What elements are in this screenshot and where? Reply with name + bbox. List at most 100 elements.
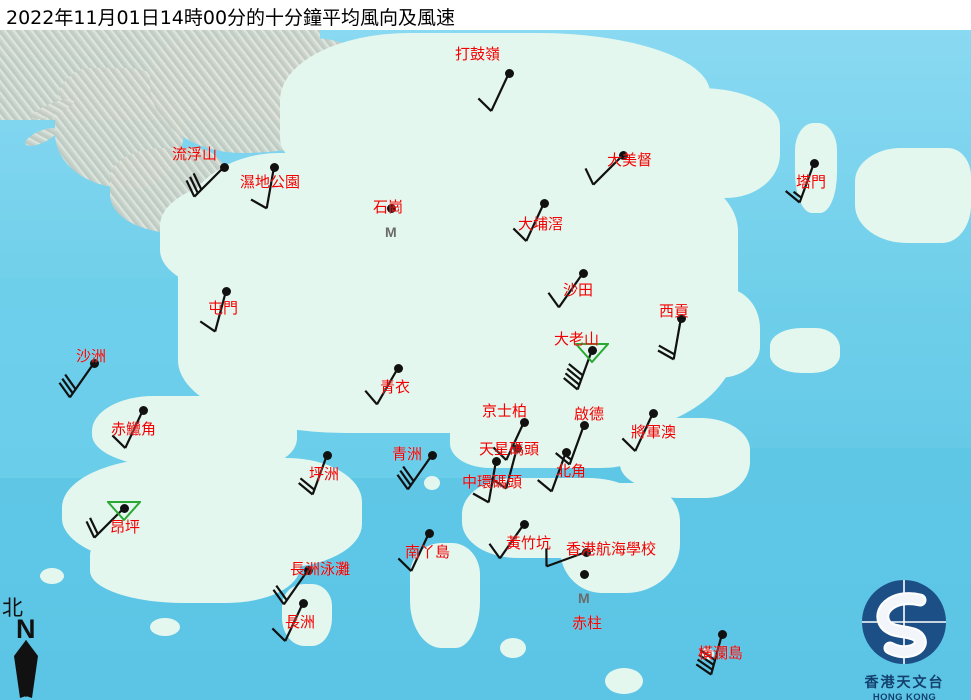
- station-dot-icon: [425, 529, 434, 538]
- land-chek-lap-kok: [92, 396, 297, 466]
- wind-barb-icon: [545, 548, 587, 568]
- compass-label-en: N: [16, 614, 36, 644]
- hko-logo: 香港天文台 HONG KONG OBSERVATORY: [838, 578, 971, 700]
- station-dot-icon: [387, 204, 396, 213]
- missing-data-indicator: M: [385, 224, 397, 240]
- station-label: 西貢: [659, 302, 690, 320]
- station-dot-icon: [304, 566, 313, 575]
- wind-barb-icon: [657, 317, 683, 361]
- wind-barb-icon: [111, 409, 144, 449]
- land-se-islet: [500, 638, 526, 658]
- land-peng-chau: [316, 474, 336, 491]
- compass-rose: 北 N: [2, 592, 62, 700]
- title-bar: 2022年11月01日14時00分的十分鐘平均風向及風速: [0, 0, 971, 30]
- hko-emblem-icon: [862, 580, 946, 664]
- wind-barb-icon: [272, 569, 309, 606]
- station-label: 香港航海學校: [566, 540, 657, 558]
- station-dot-icon: [394, 364, 403, 373]
- station-dot-icon: [299, 599, 308, 608]
- wind-barb-icon: [488, 523, 525, 560]
- station-dot-icon: [649, 409, 658, 418]
- land-green-island: [424, 476, 440, 490]
- station-dot-icon: [323, 451, 332, 460]
- land-tseung-kwan-o: [620, 428, 715, 488]
- map-canvas[interactable]: 打鼓嶺 流浮山 濕地公園 M 石崗 大美督 大埔滘 塔門 屯門 沙洲 赤鱲角 青衣 沙田 大老山 西貢 京士柏…: [0, 28, 971, 700]
- station-label: 大美督: [607, 151, 653, 169]
- wind-barb-icon: [298, 454, 329, 496]
- missing-data-indicator: M: [578, 590, 590, 606]
- station-label: 屯門: [208, 299, 239, 317]
- hko-logo-en: HONG KONG OBSERVATORY: [872, 692, 937, 700]
- land-ne-corner: [855, 148, 971, 243]
- wind-barb-icon: [695, 633, 724, 676]
- station-dot-icon: [120, 504, 129, 513]
- wind-barb-icon: [185, 166, 225, 198]
- wind-barb-icon: [477, 72, 510, 112]
- station-dot-icon: [580, 421, 589, 430]
- land-kowloon: [450, 398, 650, 468]
- wind-barb-icon: [397, 532, 430, 572]
- station-label: 京士柏: [482, 402, 528, 420]
- station-dot-icon: [520, 418, 529, 427]
- compass-needle-icon: [14, 640, 38, 698]
- station-label: 天星碼頭: [479, 440, 540, 458]
- hko-logo-cn: 香港天文台: [864, 675, 945, 691]
- wind-barb-icon: [547, 272, 584, 309]
- station-label: 青衣: [380, 378, 411, 396]
- gale-triangle-icon: [575, 343, 609, 363]
- wind-barb-icon: [785, 162, 816, 204]
- land-sai-kung: [640, 288, 760, 378]
- station-label: 流浮山: [172, 145, 218, 163]
- wind-barb-icon: [271, 602, 304, 642]
- land-south-lantau-islet: [150, 618, 180, 636]
- station-label: 啟德: [574, 405, 605, 423]
- wind-barb-icon: [472, 460, 498, 504]
- land-sw-islet: [40, 568, 64, 584]
- station-label: 大埔滘: [518, 215, 564, 233]
- station-label: 石崗: [373, 198, 404, 216]
- station-dot-icon: [579, 269, 588, 278]
- wind-barb-icon: [58, 362, 95, 399]
- station-label: 黃竹坑: [506, 534, 552, 552]
- station-label: 沙田: [563, 281, 594, 299]
- station-label: 中環碼頭: [462, 473, 523, 491]
- station-label: 赤鱲角: [111, 420, 157, 438]
- land-lamma: [410, 543, 480, 648]
- station-dot-icon: [540, 199, 549, 208]
- wind-barb-icon: [512, 202, 545, 242]
- wind-barb-icon: [621, 412, 654, 452]
- land-nt-northeast: [600, 88, 780, 198]
- station-dot-icon: [718, 630, 727, 639]
- station-label: 塔門: [796, 173, 827, 191]
- station-dot-icon: [222, 287, 231, 296]
- station-dot-icon: [220, 163, 229, 172]
- gale-triangle-icon: [107, 501, 141, 521]
- land-islet-center: [272, 463, 294, 479]
- station-dot-icon: [520, 520, 529, 529]
- station-dot-icon: [505, 69, 514, 78]
- wind-barb-icon: [364, 367, 399, 406]
- land-po-toi: [605, 668, 643, 694]
- station-dot-icon: [139, 406, 148, 415]
- station-label: 橫瀾島: [698, 644, 744, 662]
- station-label: 沙洲: [76, 347, 107, 365]
- wind-barb-icon: [396, 454, 433, 491]
- station-label: 赤柱: [572, 614, 603, 632]
- station-label: 長洲泳灘: [290, 560, 351, 578]
- station-label: 將軍澳: [631, 423, 677, 441]
- station-label: 青洲: [392, 445, 423, 463]
- station-label: 坪洲: [309, 465, 340, 483]
- land-port-shelter-isle: [770, 328, 840, 373]
- station-dot-icon: [90, 359, 99, 368]
- station-label: 長洲: [285, 613, 316, 631]
- station-label: 打鼓嶺: [455, 45, 501, 63]
- wind-barb-icon: [250, 166, 276, 210]
- station-label: 濕地公園: [240, 173, 301, 191]
- wind-barb-icon: [537, 451, 568, 493]
- wind-barb-icon: [199, 290, 228, 333]
- station-dot-icon: [562, 448, 571, 457]
- station-label: 北角: [556, 462, 587, 480]
- compass-label-cn: 北: [2, 596, 23, 620]
- station-label: 昂坪: [110, 518, 141, 536]
